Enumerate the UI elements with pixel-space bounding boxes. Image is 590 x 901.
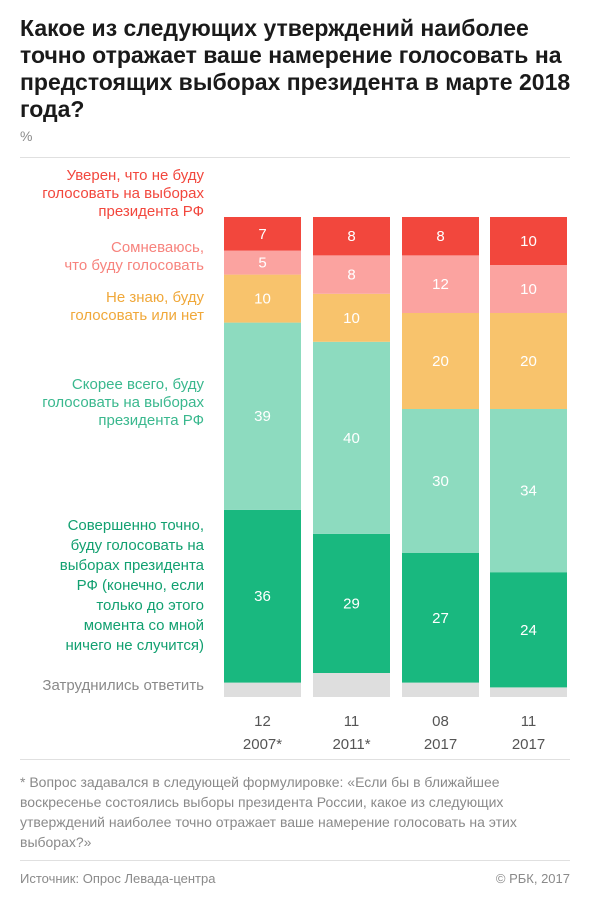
bar-segment (490, 265, 567, 313)
x-tick-label: 11 (344, 713, 360, 730)
bar-segment (490, 572, 567, 688)
legend-label: Скорее всего, буду голосовать на выборах п… (42, 376, 204, 429)
bar-segment (490, 313, 567, 409)
legend-label: Совершенно точно, буду голосовать на выбор… (60, 517, 205, 654)
bar-value-label: 10 (520, 233, 537, 250)
bar-segment (313, 217, 390, 256)
bar-value-label: 30 (432, 473, 449, 490)
bar-value-label: 8 (436, 228, 444, 245)
bar-value-label: 20 (520, 353, 537, 370)
bar-segment (224, 682, 301, 697)
footnote-divider (20, 759, 570, 760)
bar-segment (224, 250, 301, 275)
bar-segment (490, 409, 567, 573)
bar-segment (224, 509, 301, 683)
bar-value-label: 40 (343, 430, 360, 447)
legend-label: Затруднились ответить (42, 677, 204, 694)
bar-segment (224, 217, 301, 251)
bar-value-label: 24 (520, 622, 537, 639)
bar-segment (402, 682, 479, 697)
legend-label: Не знаю, буду голосовать или нет (70, 289, 204, 324)
bar-value-label: 5 (258, 255, 266, 272)
chart-title: Какое из следующих утверждений наиболее … (20, 15, 571, 122)
source-divider (20, 860, 570, 861)
bar-value-label: 10 (343, 310, 360, 327)
bar-segment (402, 255, 479, 313)
bar-segment (224, 322, 301, 510)
x-tick-label: 12 (254, 713, 271, 730)
bar-value-label: 27 (432, 610, 449, 627)
bar-value-label: 39 (254, 408, 271, 425)
bar-value-label: 36 (254, 588, 271, 605)
x-tick-label: 08 (432, 713, 449, 730)
x-tick-label: 11 (521, 713, 537, 730)
bar-value-label: 29 (343, 595, 360, 612)
bar-segment (402, 409, 479, 553)
bar-segment (402, 313, 479, 409)
footnote: * Вопрос задавался в следующей формулиро… (20, 774, 517, 850)
bar-value-label: 34 (520, 483, 537, 500)
bar-segment (313, 673, 390, 697)
bar-segment (490, 687, 567, 697)
x-tick-label: 2007* (243, 736, 282, 753)
legend-label: Уверен, что не буду голосовать на выборах… (42, 167, 204, 220)
bar-value-label: 20 (432, 353, 449, 370)
bar-segment (490, 217, 567, 265)
bar-value-label: 12 (432, 276, 449, 293)
x-tick-label: 2011* (332, 736, 370, 753)
legend-label: Сомневаюсь, что буду голосовать (64, 239, 204, 274)
copyright-label: © РБК, 2017 (495, 871, 570, 886)
x-tick-label: 2017 (512, 736, 545, 753)
bar-segment (313, 533, 390, 673)
bar-value-label: 7 (258, 226, 266, 243)
unit-label: % (20, 128, 33, 144)
bar-segment (313, 255, 390, 294)
bar-segment (313, 341, 390, 534)
x-tick-label: 2017 (424, 736, 457, 753)
bar-value-label: 8 (347, 267, 355, 284)
bar-value-label: 10 (520, 281, 537, 298)
bar-segment (402, 553, 479, 683)
top-divider (20, 157, 570, 158)
bar-segment (402, 217, 479, 256)
bar-value-label: 10 (254, 291, 271, 308)
bar-value-label: 8 (347, 228, 355, 245)
bar-segment (313, 293, 390, 342)
source-label: Источник: Опрос Левада-центра (20, 871, 216, 886)
bar-segment (224, 274, 301, 323)
